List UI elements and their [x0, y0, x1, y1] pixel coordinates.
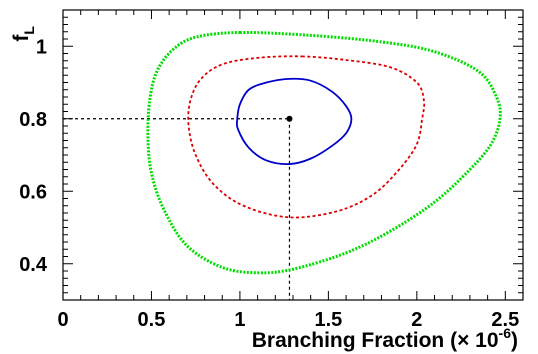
- x-tick-label: 0.5: [138, 309, 166, 331]
- x-axis-title: Branching Fraction (× 10-6): [252, 325, 518, 352]
- x-tick-label: 2: [411, 309, 422, 331]
- y-tick-labels: 0.4 0.6 0.8 1: [19, 36, 48, 276]
- contours: [146, 30, 502, 275]
- y-tick-label: 1: [36, 36, 47, 58]
- contour-dashed: [187, 55, 426, 219]
- y-axis-title: fL: [10, 26, 37, 42]
- x-tick-label: 1.5: [314, 309, 342, 331]
- axis-ticks: [62, 10, 523, 300]
- x-tick-label: 0: [57, 309, 68, 331]
- contour-solid: [235, 77, 353, 166]
- x-tick-label: 2.5: [491, 309, 519, 331]
- y-tick-label: 0.8: [19, 109, 47, 131]
- plot-frame: [62, 9, 524, 301]
- y-tick-label: 0.6: [19, 181, 47, 203]
- x-tick-label: 1: [234, 309, 245, 331]
- contour-dotted: [146, 30, 502, 275]
- y-tick-label: 0.4: [19, 254, 48, 276]
- x-tick-labels: 0 0.5 1 1.5 2 2.5: [57, 309, 519, 331]
- central-value-point: [286, 115, 293, 122]
